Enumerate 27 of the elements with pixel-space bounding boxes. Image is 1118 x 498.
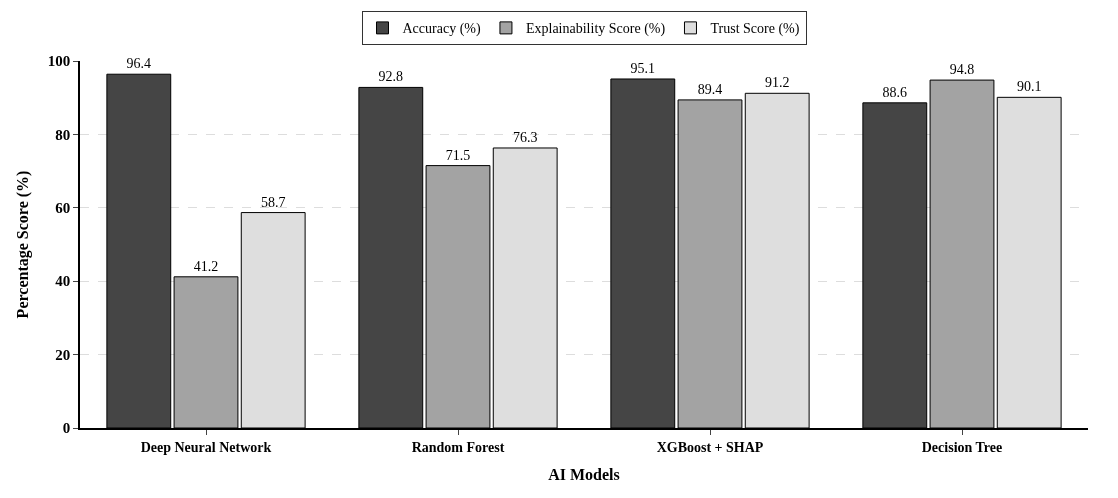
y-tick-label: 20 bbox=[55, 346, 71, 363]
data-label: 88.6 bbox=[882, 84, 908, 100]
data-label: 94.8 bbox=[949, 62, 975, 78]
x-tick-label: Decision Tree bbox=[921, 439, 1003, 455]
data-label: 95.1 bbox=[630, 60, 656, 76]
x-tick-label: Random Forest bbox=[411, 439, 505, 455]
data-label: 58.7 bbox=[260, 194, 286, 210]
data-label: 71.5 bbox=[445, 147, 471, 163]
y-tick-label: 100 bbox=[47, 53, 71, 70]
legend-label: Trust Score (%) bbox=[710, 21, 800, 38]
data-label: 76.3 bbox=[512, 129, 538, 145]
x-axis-title: AI Models bbox=[548, 465, 620, 483]
legend-label: Explainability Score (%) bbox=[525, 21, 666, 38]
y-tick-label: 0 bbox=[62, 420, 71, 437]
legend-label: Accuracy (%) bbox=[402, 21, 481, 38]
data-label: 92.8 bbox=[378, 69, 404, 85]
y-tick-label: 60 bbox=[55, 200, 71, 217]
y-tick-label: 80 bbox=[55, 126, 71, 143]
y-axis-title: Percentage Score (%) bbox=[14, 170, 33, 319]
data-label: 41.2 bbox=[193, 258, 219, 274]
data-label: 96.4 bbox=[126, 56, 152, 72]
x-tick-label: XGBoost + SHAP bbox=[656, 439, 764, 455]
data-label: 90.1 bbox=[1016, 79, 1042, 95]
y-tick-label: 40 bbox=[55, 273, 71, 290]
data-label: 91.2 bbox=[764, 75, 790, 91]
data-label: 89.4 bbox=[697, 81, 723, 97]
x-tick-label: Deep Neural Network bbox=[140, 439, 272, 455]
